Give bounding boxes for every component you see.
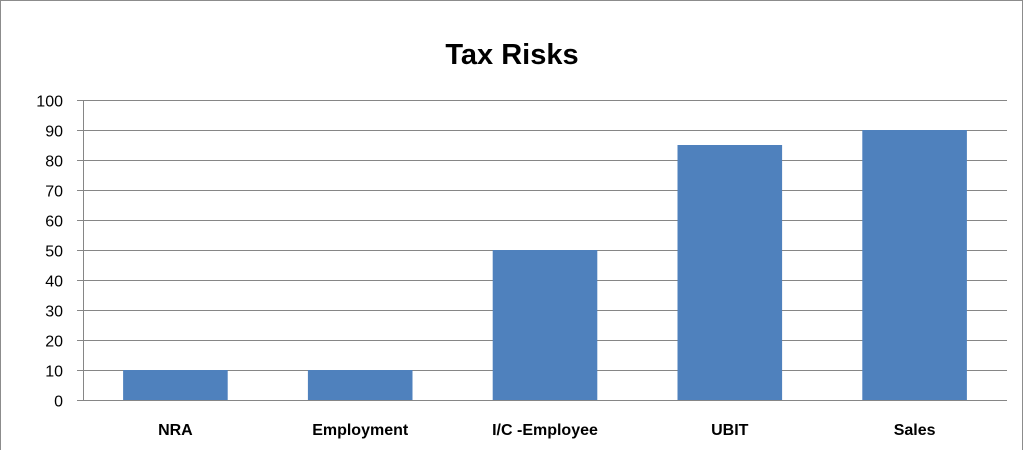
- chart-title: Tax Risks: [445, 39, 578, 71]
- y-tick-label: 10: [45, 364, 63, 381]
- x-tick-label: NRA: [158, 422, 193, 439]
- y-tick-label: 70: [45, 184, 63, 201]
- y-tick-label: 80: [45, 154, 63, 171]
- x-tick-label: I/C -Employee: [492, 422, 598, 439]
- x-tick-label: Sales: [894, 422, 936, 439]
- bar: [307, 370, 413, 400]
- x-tick-label: UBIT: [711, 422, 749, 439]
- y-tick-label: 30: [45, 304, 63, 321]
- y-tick-label: 90: [45, 124, 63, 141]
- bars: [123, 130, 967, 400]
- y-tick-label: 50: [45, 244, 63, 261]
- bar: [862, 130, 967, 400]
- bar: [677, 145, 783, 400]
- y-tick-label: 0: [54, 394, 63, 411]
- x-axis-labels: NRA Employment I/C -Employee UBIT Sales: [158, 422, 936, 439]
- y-axis-ticks: 0 10 20 30 40 50 60 70 80 90 100: [36, 94, 63, 411]
- y-tick-label: 100: [36, 94, 63, 111]
- x-tick-label: Employment: [312, 422, 409, 439]
- bar: [492, 250, 598, 400]
- y-tick-label: 60: [45, 214, 63, 231]
- bar: [123, 370, 228, 400]
- y-tick-label: 40: [45, 274, 63, 291]
- y-tick-label: 20: [45, 334, 63, 351]
